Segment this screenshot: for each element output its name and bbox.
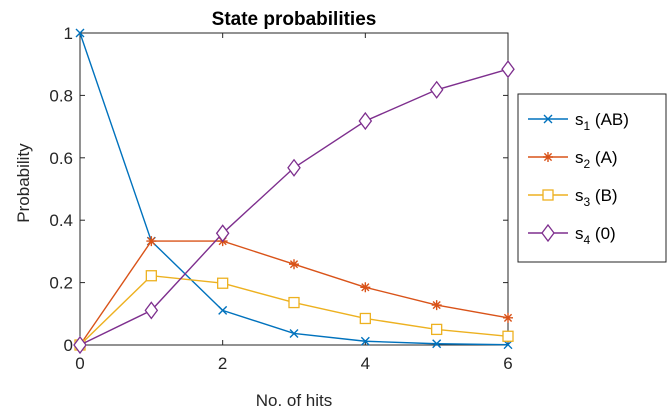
chart-title: State probabilities [212, 9, 377, 30]
legend-entry: s1 (AB) [528, 110, 629, 133]
y-axis-label: Probability [14, 143, 33, 223]
y-tick-label: 1 [64, 24, 73, 43]
x-axis-label: No. of hits [256, 391, 333, 410]
data-point [146, 236, 157, 247]
y-tick-label: 0.4 [49, 211, 73, 230]
x-tick-label: 0 [75, 354, 84, 373]
y-tick-label: 0.6 [49, 149, 73, 168]
x-tick-label: 2 [218, 354, 227, 373]
series-line [79, 275, 509, 346]
x-tick-label: 6 [503, 354, 512, 373]
data-point [501, 60, 515, 79]
data-point [431, 323, 443, 336]
legend-label: s1 (AB) [575, 110, 629, 133]
data-point [73, 335, 87, 355]
axes-box [79, 32, 509, 346]
data-point [360, 282, 371, 293]
data-point [502, 330, 514, 342]
y-tick-label: 0.8 [49, 86, 73, 105]
data-point [217, 277, 229, 289]
legend-entry: s3 (B) [528, 186, 618, 209]
legend-marker [543, 152, 553, 162]
data-point [144, 301, 159, 320]
legend-marker [543, 114, 553, 124]
data-point [75, 28, 85, 38]
data-point [358, 111, 373, 131]
data-point [431, 300, 442, 311]
data-point [432, 339, 442, 349]
data-point [359, 312, 371, 325]
data-point [145, 270, 157, 282]
series-s3 [74, 270, 514, 351]
legend-marker [542, 189, 554, 201]
data-point [288, 296, 300, 309]
data-point [360, 336, 370, 346]
data-point [218, 305, 228, 315]
legend-marker [541, 223, 555, 243]
legend-label: s4 (0) [575, 224, 616, 247]
data-point [289, 328, 299, 338]
x-tick-label: 4 [361, 354, 370, 373]
data-point [503, 312, 513, 323]
plot-area: 0 2 4 6 0 0.2 0.4 0.6 0.8 1 [49, 24, 515, 373]
data-point [503, 340, 513, 350]
legend-label: s3 (B) [575, 186, 618, 209]
data-point [215, 224, 230, 243]
data-point [429, 80, 444, 99]
legend-label: s2 (A) [575, 148, 618, 171]
legend-entry: s4 (0) [528, 223, 616, 247]
series-s4 [73, 60, 515, 355]
data-point [287, 158, 301, 177]
y-tick-label: 0.2 [49, 274, 73, 293]
y-tick-label: 0 [64, 336, 73, 355]
legend-entry: s2 (A) [528, 148, 618, 171]
data-point [289, 259, 299, 270]
legend: s1 (AB) s2 (A) s3 (B) s4 (0) [517, 93, 667, 263]
